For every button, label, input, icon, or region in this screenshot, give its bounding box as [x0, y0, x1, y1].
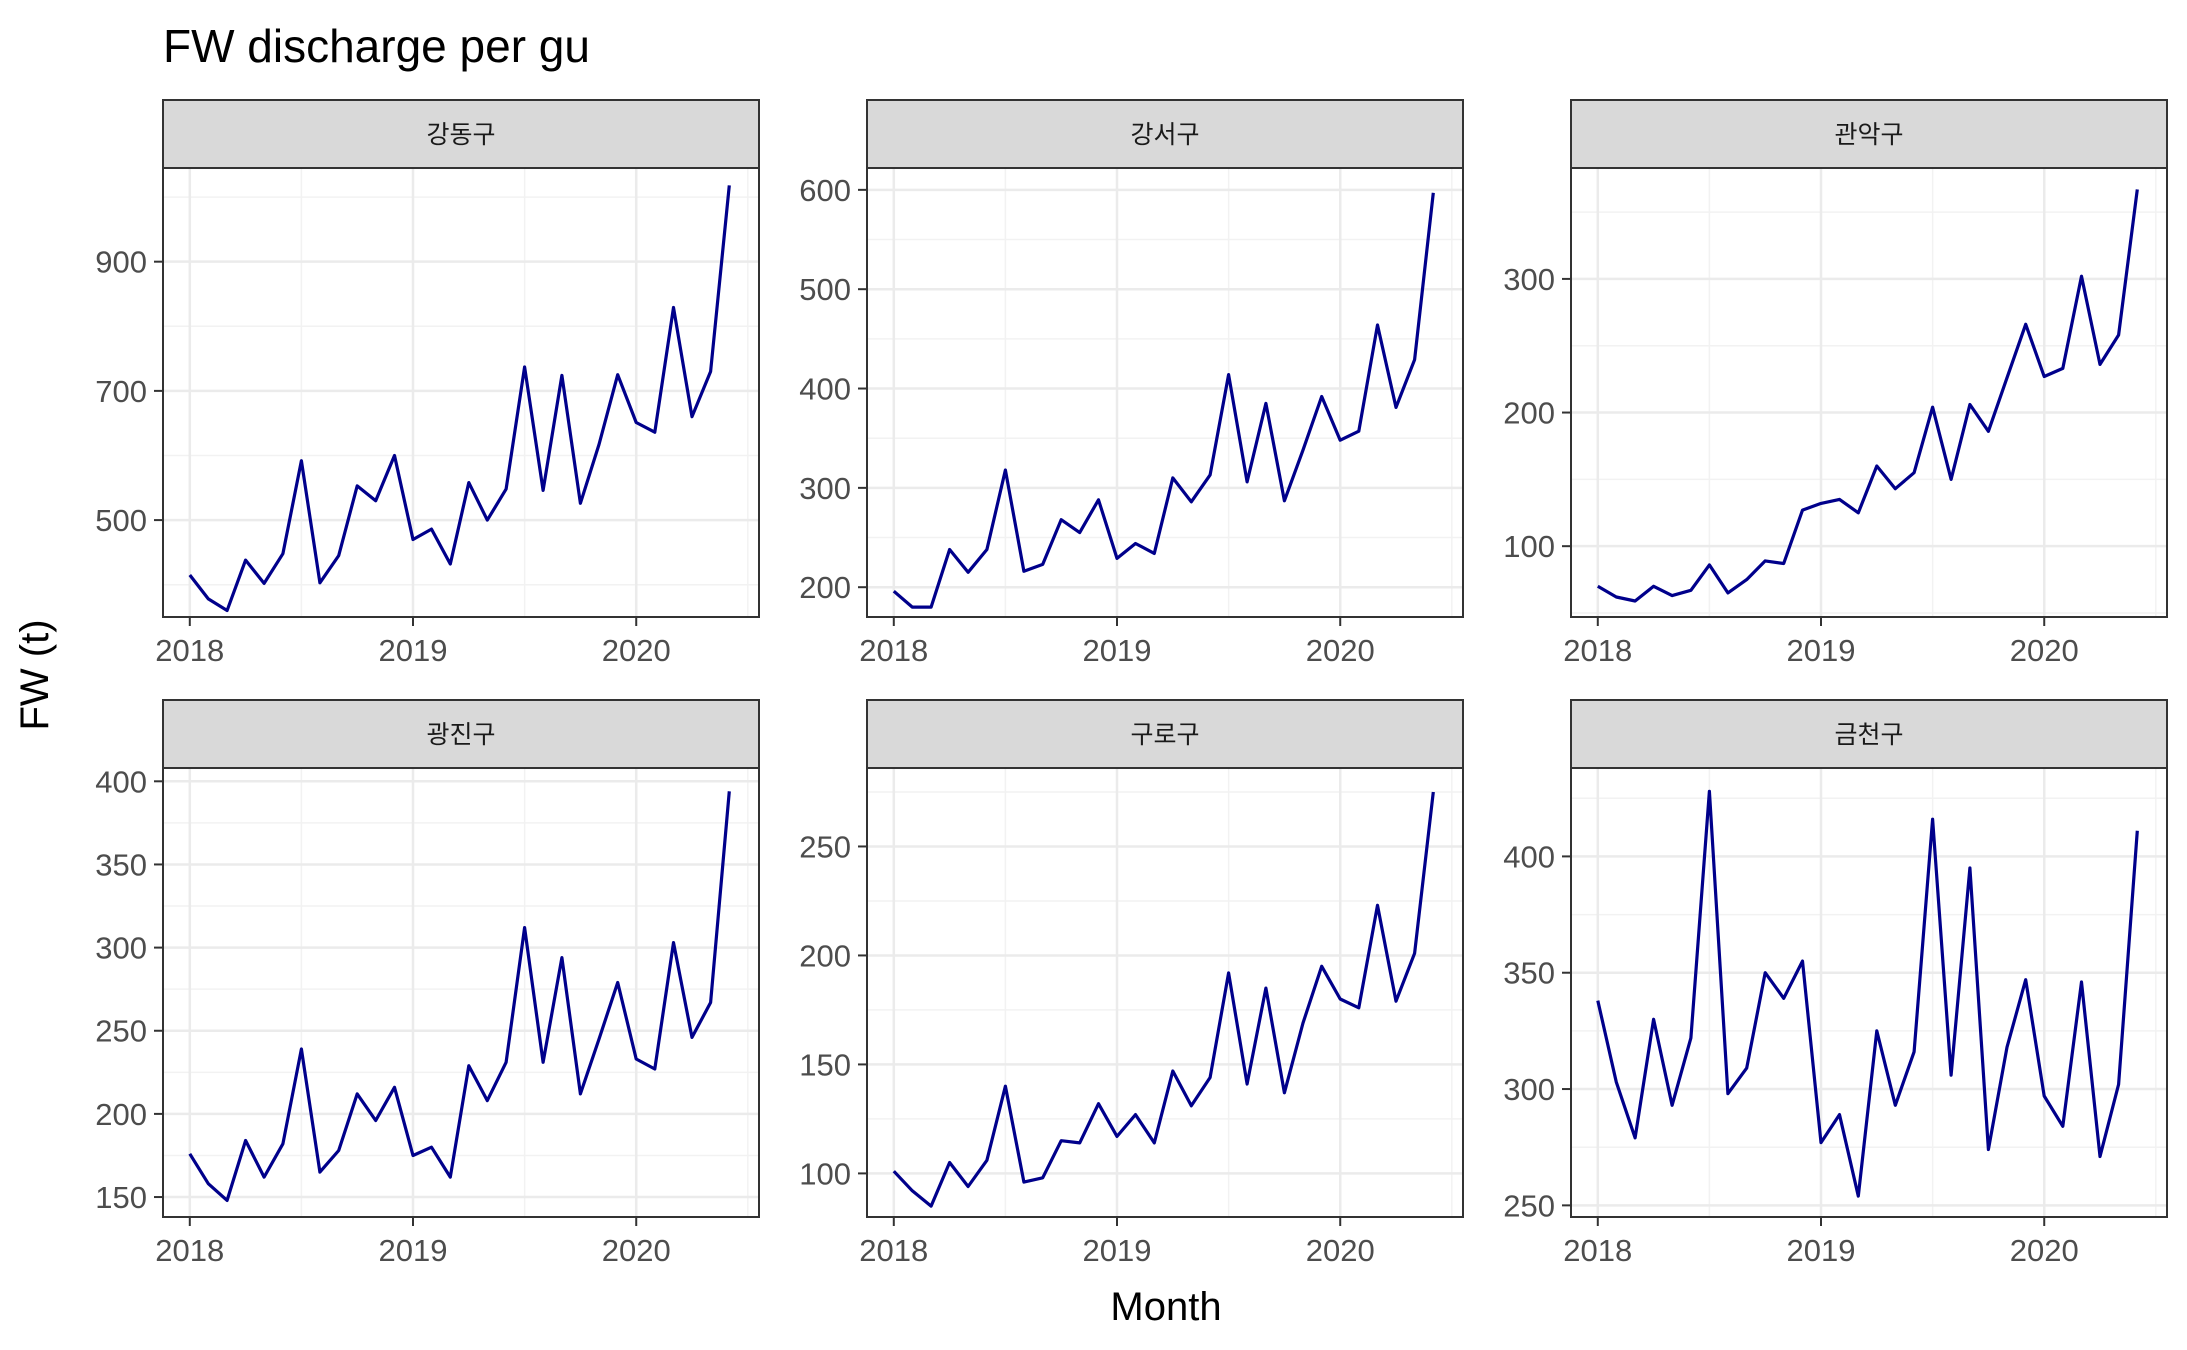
x-tick-label: 2020 [2010, 1233, 2079, 1268]
x-tick-label: 2020 [1306, 1233, 1375, 1268]
x-tick-label: 2020 [602, 633, 671, 668]
x-axis-title: Month [1110, 1285, 1221, 1329]
x-tick-label: 2019 [1787, 1233, 1856, 1268]
facet-label: 광진구 [426, 720, 495, 749]
x-tick-label: 2018 [1563, 633, 1632, 668]
series-line [188, 185, 731, 613]
series-line [1596, 789, 2139, 1198]
panel-border [866, 767, 1464, 1218]
series-line [892, 192, 1435, 609]
facet-strip [162, 699, 760, 769]
x-tick-label: 2018 [859, 1233, 928, 1268]
panel-border [162, 167, 760, 618]
x-tick-label: 2019 [1787, 633, 1856, 668]
facet-label: 구로구 [1130, 720, 1199, 749]
x-tick-label: 2018 [1563, 1233, 1632, 1268]
y-tick-label: 250 [799, 829, 851, 864]
x-tick-label: 2020 [1306, 633, 1375, 668]
y-tick-label: 300 [799, 471, 851, 506]
y-tick-label: 400 [1503, 839, 1555, 874]
series-line [892, 791, 1435, 1208]
facet-strip [866, 99, 1464, 169]
x-tick-label: 2019 [1083, 1233, 1152, 1268]
panel-6: 금천구 250 300 350 400 2018 2019 2020 [1503, 699, 2168, 1268]
y-tick-label: 300 [1503, 1072, 1555, 1107]
y-tick-label: 350 [1503, 956, 1555, 991]
y-tick-label: 400 [799, 372, 851, 407]
y-tick-label: 200 [1503, 396, 1555, 431]
panel-border [866, 167, 1464, 618]
facet-strip [162, 99, 760, 169]
facet-label: 강서구 [1130, 120, 1199, 149]
y-tick-label: 300 [1503, 262, 1555, 297]
chart-title: FW discharge per gu [163, 20, 590, 72]
y-tick-label: 500 [799, 272, 851, 307]
x-tick-label: 2020 [602, 1233, 671, 1268]
panels: 강동구 500 700 900 2018 2019 2020 강서구 200 300 400 500 6… [95, 99, 2168, 1268]
x-tick-label: 2019 [379, 633, 448, 668]
x-tick-label: 2019 [379, 1233, 448, 1268]
panel-border [162, 767, 760, 1218]
x-tick-label: 2018 [155, 1233, 224, 1268]
facet-label: 관악구 [1834, 120, 1903, 149]
y-tick-label: 400 [95, 764, 147, 799]
y-tick-label: 350 [95, 847, 147, 882]
series-line [1596, 189, 2139, 603]
y-tick-label: 300 [95, 931, 147, 966]
panel-border [1570, 167, 2168, 618]
panel-5: 구로구 100 150 200 250 2018 2019 2020 [799, 699, 1464, 1268]
x-tick-label: 2018 [155, 633, 224, 668]
y-tick-label: 900 [95, 245, 147, 280]
x-tick-label: 2020 [2010, 633, 2079, 668]
y-tick-label: 250 [1503, 1188, 1555, 1223]
y-tick-label: 200 [799, 938, 851, 973]
facet-strip [1570, 699, 2168, 769]
y-tick-label: 700 [95, 374, 147, 409]
y-tick-label: 600 [799, 173, 851, 208]
facet-label: 강동구 [426, 120, 495, 149]
panel-4: 광진구 150 200 250 300 350 400 2018 2019 2020 [95, 699, 760, 1268]
facet-strip [1570, 99, 2168, 169]
panel-2: 강서구 200 300 400 500 600 2018 2019 2020 [799, 99, 1464, 668]
y-axis-title: FW (t) [13, 619, 57, 730]
y-tick-label: 150 [95, 1180, 147, 1215]
panel-border [1570, 767, 2168, 1218]
y-tick-label: 150 [799, 1047, 851, 1082]
facet-label: 금천구 [1834, 720, 1903, 749]
y-tick-label: 500 [95, 503, 147, 538]
facet-strip [866, 699, 1464, 769]
y-tick-label: 250 [95, 1014, 147, 1049]
panel-3: 관악구 100 200 300 2018 2019 2020 [1503, 99, 2168, 668]
y-tick-label: 100 [1503, 529, 1555, 564]
x-tick-label: 2018 [859, 633, 928, 668]
panel-1: 강동구 500 700 900 2018 2019 2020 [95, 99, 760, 668]
y-tick-label: 100 [799, 1156, 851, 1191]
y-tick-label: 200 [95, 1097, 147, 1132]
y-tick-label: 200 [799, 570, 851, 605]
x-tick-label: 2019 [1083, 633, 1152, 668]
series-line [188, 791, 731, 1203]
